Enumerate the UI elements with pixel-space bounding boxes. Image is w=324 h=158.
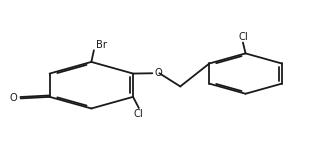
Text: O: O	[10, 93, 17, 103]
Text: Cl: Cl	[134, 109, 144, 119]
Text: Br: Br	[96, 40, 107, 49]
Text: Cl: Cl	[238, 32, 248, 42]
Text: O: O	[154, 68, 162, 78]
